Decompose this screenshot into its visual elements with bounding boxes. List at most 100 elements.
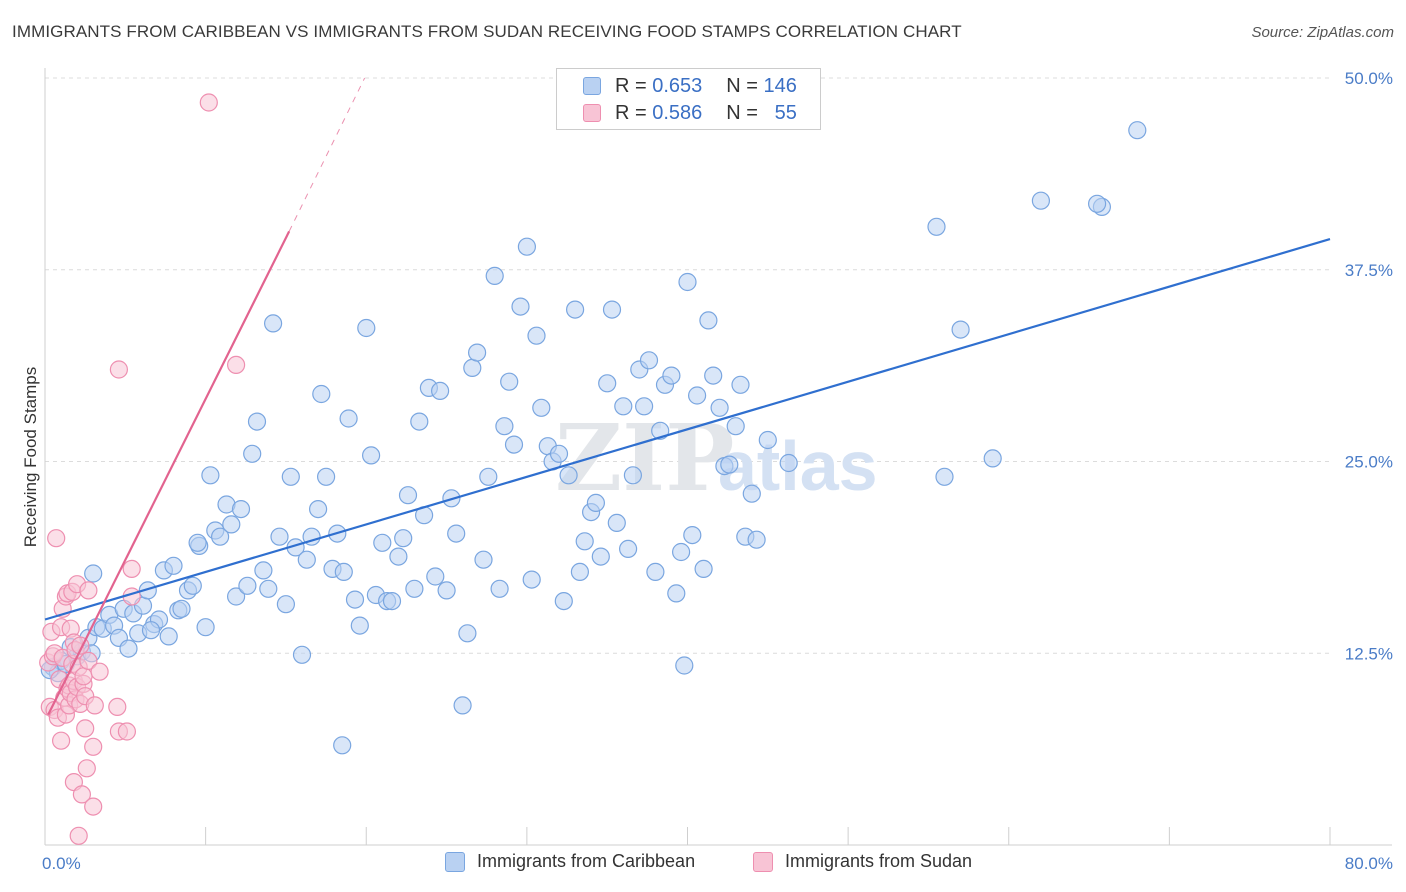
point-caribbean [222,515,241,534]
series-legend: Immigrants from Caribbean Immigrants fro… [0,851,1406,877]
r-label: R = [615,74,653,97]
point-caribbean [607,513,626,533]
point-caribbean [211,527,230,546]
sudan-r-value: 0.586 [652,101,703,124]
y-tick-label: 25.0% [1345,453,1393,472]
point-caribbean [511,297,530,316]
point-caribbean [309,500,328,519]
point-caribbean [575,532,594,551]
point-caribbean [559,466,578,485]
point-caribbean [662,366,681,385]
point-caribbean [586,493,606,512]
x-tick-label: 80.0% [1345,854,1393,873]
y-tick-labels: 12.5% 25.0% 37.5% 50.0% [1345,69,1393,663]
point-caribbean [227,587,246,606]
point-caribbean [699,311,718,330]
point-caribbean [1087,194,1107,213]
point-caribbean [1031,191,1051,210]
point-caribbean [394,529,413,548]
point-caribbean [646,562,665,582]
point-sudan [84,737,103,756]
point-caribbean [570,562,590,582]
point-caribbean [527,326,546,345]
point-caribbean [726,417,745,436]
point-caribbean [598,374,617,393]
r-label: R = [615,101,653,124]
point-caribbean [710,398,729,417]
point-caribbean [362,446,381,465]
point-caribbean [704,366,723,385]
point-caribbean [172,599,191,618]
y-tick-label: 12.5% [1345,644,1393,663]
point-sudan [69,826,88,845]
point-caribbean [201,466,220,485]
point-caribbean [747,530,766,549]
point-caribbean [231,500,251,519]
point-caribbean [504,435,524,454]
point-sudan [199,93,218,112]
stats-row-caribbean: R = 0.653 N = 146 [557,73,797,99]
watermark-atlas: atlas [718,427,878,505]
trend-extension-sudan [288,77,366,232]
point-sudan [47,529,66,548]
point-caribbean [196,618,215,637]
point-caribbean [317,467,336,486]
point-caribbean [683,525,702,545]
point-caribbean [468,343,487,362]
point-caribbean [614,397,633,416]
y-tick-label: 37.5% [1345,261,1393,280]
point-caribbean [517,237,537,256]
point-caribbean [238,576,257,595]
point-caribbean [474,550,493,569]
point-caribbean [720,455,739,474]
point-caribbean [270,527,289,546]
legend-swatch-sudan [753,851,773,872]
point-caribbean [549,444,569,463]
point-caribbean [675,656,694,675]
point-sudan [117,722,137,741]
caribbean-swatch [583,77,601,95]
point-caribbean [247,412,267,431]
point-caribbean [312,384,331,404]
point-caribbean [634,397,654,416]
point-caribbean [591,547,610,566]
point-caribbean [935,467,954,486]
point-caribbean [297,550,316,569]
point-caribbean [382,591,402,611]
point-caribbean [565,300,585,319]
point-caribbean [276,595,295,614]
point-caribbean [410,412,429,431]
caribbean-n-value: 146 [763,74,797,97]
point-caribbean [398,486,418,505]
point-sudan [79,651,98,671]
point-caribbean [671,542,691,562]
point-caribbean [188,533,207,552]
point-caribbean [281,467,300,486]
y-tick-label: 50.0% [1345,69,1393,88]
point-caribbean [453,696,472,715]
point-caribbean [333,736,352,755]
point-caribbean [495,417,514,436]
point-caribbean [1128,121,1147,140]
point-sudan [77,759,96,778]
point-caribbean [731,375,750,394]
sudan-n-value: 55 [774,101,797,124]
point-caribbean [522,570,541,589]
point-sudan [79,581,98,600]
point-caribbean [141,621,161,640]
point-caribbean [602,300,622,319]
stats-legend: R = 0.653 N = 146 R = 0.586 N = 55 [556,68,821,130]
point-sudan [51,731,71,750]
legend-swatch-caribbean [445,851,465,872]
legend-label-sudan: Immigrants from Sudan [785,851,973,871]
point-caribbean [437,581,456,600]
point-caribbean [426,567,445,586]
x-tick-label: 0.0% [42,854,81,873]
trend-line-sudan [47,230,291,716]
point-caribbean [500,372,519,391]
point-caribbean [164,556,183,575]
point-caribbean [405,579,424,598]
stats-row-sudan: R = 0.586 N = 55 [557,100,797,126]
point-sudan [72,785,92,804]
